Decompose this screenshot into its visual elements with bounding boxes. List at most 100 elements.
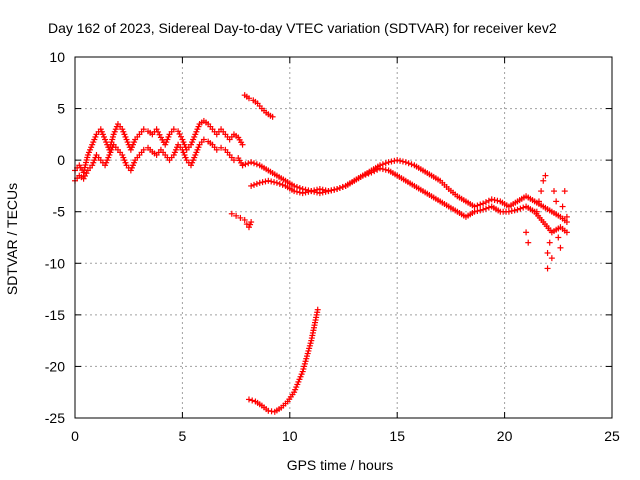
data-point — [237, 214, 244, 221]
data-point — [405, 160, 412, 167]
data-point — [170, 126, 177, 133]
data-point — [544, 249, 551, 256]
data-point — [334, 186, 341, 193]
y-tick-label: -15 — [45, 307, 65, 323]
data-point — [397, 157, 404, 164]
data-point — [305, 188, 312, 195]
y-tick-label: 0 — [57, 152, 65, 168]
data-point — [408, 161, 415, 168]
y-tick-label: -20 — [45, 358, 65, 374]
data-point — [293, 188, 300, 195]
data-point — [382, 166, 389, 173]
data-point — [382, 160, 389, 167]
y-tick-label: -5 — [53, 204, 66, 220]
data-point — [311, 187, 318, 194]
data-point — [553, 198, 560, 205]
data-point — [140, 126, 147, 133]
data-point — [249, 397, 256, 404]
x-tick-label: 5 — [179, 428, 187, 444]
data-point — [517, 205, 524, 212]
data-point — [548, 255, 555, 262]
y-tick-label: -25 — [45, 410, 65, 426]
data-point — [319, 186, 326, 193]
data-point — [228, 210, 235, 217]
data-point — [302, 189, 309, 196]
data-point — [533, 208, 540, 215]
data-point — [559, 203, 566, 210]
data-point — [563, 229, 570, 236]
data-point — [271, 179, 278, 186]
data-point — [156, 131, 163, 138]
data-point — [316, 186, 323, 193]
data-point — [296, 189, 303, 196]
data-point — [239, 141, 246, 148]
data-point — [256, 179, 263, 186]
data-point — [291, 182, 298, 189]
x-tick-label: 25 — [604, 428, 620, 444]
data-point — [259, 179, 266, 186]
data-point — [331, 186, 338, 193]
data-point — [494, 197, 501, 204]
data-point — [365, 170, 372, 177]
data-point — [391, 157, 398, 164]
data-point — [140, 146, 147, 153]
data-point — [379, 166, 386, 173]
data-point — [474, 202, 481, 209]
data-point — [362, 171, 369, 178]
data-point — [394, 157, 401, 164]
data-point — [314, 306, 321, 313]
data-point — [268, 178, 275, 185]
data-point — [322, 187, 329, 194]
data-point — [542, 172, 549, 179]
data-point — [402, 159, 409, 166]
plot-frame — [74, 56, 613, 419]
data-points — [72, 92, 570, 415]
data-point — [200, 136, 207, 143]
data-point — [239, 162, 246, 169]
data-point — [245, 396, 252, 403]
data-point — [374, 166, 381, 173]
data-point — [265, 177, 272, 184]
data-point — [218, 144, 225, 151]
data-point — [488, 196, 495, 203]
data-point — [546, 239, 553, 246]
data-point — [538, 188, 545, 195]
data-point — [328, 187, 335, 194]
data-point — [291, 188, 298, 195]
data-point — [388, 158, 395, 165]
data-point — [279, 181, 286, 188]
data-point — [248, 219, 255, 226]
data-point — [269, 113, 276, 120]
data-point — [155, 128, 162, 135]
y-tick-label: -10 — [45, 255, 65, 271]
data-point — [245, 160, 252, 167]
data-point — [561, 188, 568, 195]
y-tick-label: 5 — [57, 101, 65, 117]
data-point — [336, 184, 343, 191]
data-point — [525, 239, 532, 246]
x-tick-label: 10 — [282, 428, 298, 444]
data-point — [325, 188, 332, 195]
data-point — [485, 204, 492, 211]
data-point — [245, 95, 252, 102]
x-axis-label: GPS time / hours — [287, 457, 394, 473]
data-point — [523, 229, 530, 236]
data-point — [248, 182, 255, 189]
data-point — [508, 208, 515, 215]
grid-lines — [75, 57, 612, 418]
data-point — [520, 204, 527, 211]
data-point — [482, 199, 489, 206]
data-point — [471, 208, 478, 215]
data-point — [177, 133, 184, 140]
data-point — [248, 159, 255, 166]
data-point — [377, 165, 384, 172]
data-point — [368, 169, 375, 176]
data-point — [399, 158, 406, 165]
data-point — [474, 208, 481, 215]
data-point — [491, 197, 498, 204]
data-point — [242, 161, 249, 168]
chart-title: Day 162 of 2023, Sidereal Day-to-day VTE… — [48, 20, 557, 36]
data-point — [308, 188, 315, 195]
data-point — [477, 201, 484, 208]
